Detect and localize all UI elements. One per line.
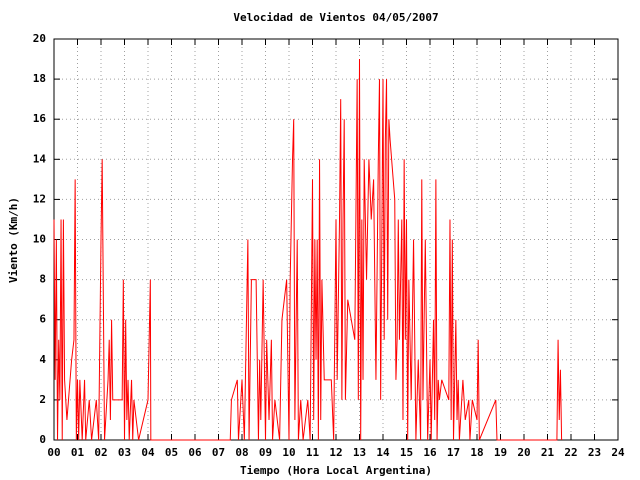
x-tick-label: 04 xyxy=(141,446,155,459)
y-tick-label: 12 xyxy=(33,192,46,205)
y-tick-label: 18 xyxy=(33,72,46,85)
x-tick-label: 22 xyxy=(564,446,577,459)
x-tick-label: 02 xyxy=(94,446,107,459)
x-tick-label: 18 xyxy=(470,446,483,459)
x-tick-label: 21 xyxy=(541,446,555,459)
x-tick-label: 15 xyxy=(400,446,413,459)
x-axis-label: Tiempo (Hora Local Argentina) xyxy=(240,464,432,477)
x-tick-label: 11 xyxy=(306,446,320,459)
x-tick-label: 13 xyxy=(353,446,366,459)
x-tick-label: 07 xyxy=(212,446,225,459)
y-tick-label: 6 xyxy=(39,313,46,326)
x-tick-label: 19 xyxy=(494,446,507,459)
y-tick-label: 14 xyxy=(33,152,47,165)
x-tick-label: 05 xyxy=(165,446,178,459)
x-tick-label: 03 xyxy=(118,446,131,459)
x-tick-label: 14 xyxy=(376,446,390,459)
chart-title: Velocidad de Vientos 04/05/2007 xyxy=(233,11,438,24)
x-tick-label: 24 xyxy=(611,446,625,459)
x-tick-label: 16 xyxy=(423,446,437,459)
wind-line xyxy=(53,59,563,441)
x-tick-label: 12 xyxy=(329,446,342,459)
x-tick-label: 06 xyxy=(188,446,202,459)
x-tick-label: 00 xyxy=(47,446,60,459)
y-tick-label: 20 xyxy=(33,32,46,45)
x-tick-label: 08 xyxy=(235,446,248,459)
y-tick-label: 2 xyxy=(39,393,46,406)
y-tick-label: 0 xyxy=(39,433,46,446)
y-tick-label: 16 xyxy=(33,112,47,125)
y-tick-label: 4 xyxy=(39,353,46,366)
x-tick-label: 23 xyxy=(588,446,601,459)
y-axis-label: Viento (Km/h) xyxy=(7,197,20,283)
x-tick-label: 10 xyxy=(282,446,295,459)
y-tick-label: 8 xyxy=(39,273,46,286)
x-tick-label: 20 xyxy=(517,446,530,459)
x-tick-label: 17 xyxy=(447,446,460,459)
y-tick-label: 10 xyxy=(33,233,46,246)
x-tick-label: 09 xyxy=(259,446,272,459)
x-tick-label: 01 xyxy=(71,446,85,459)
